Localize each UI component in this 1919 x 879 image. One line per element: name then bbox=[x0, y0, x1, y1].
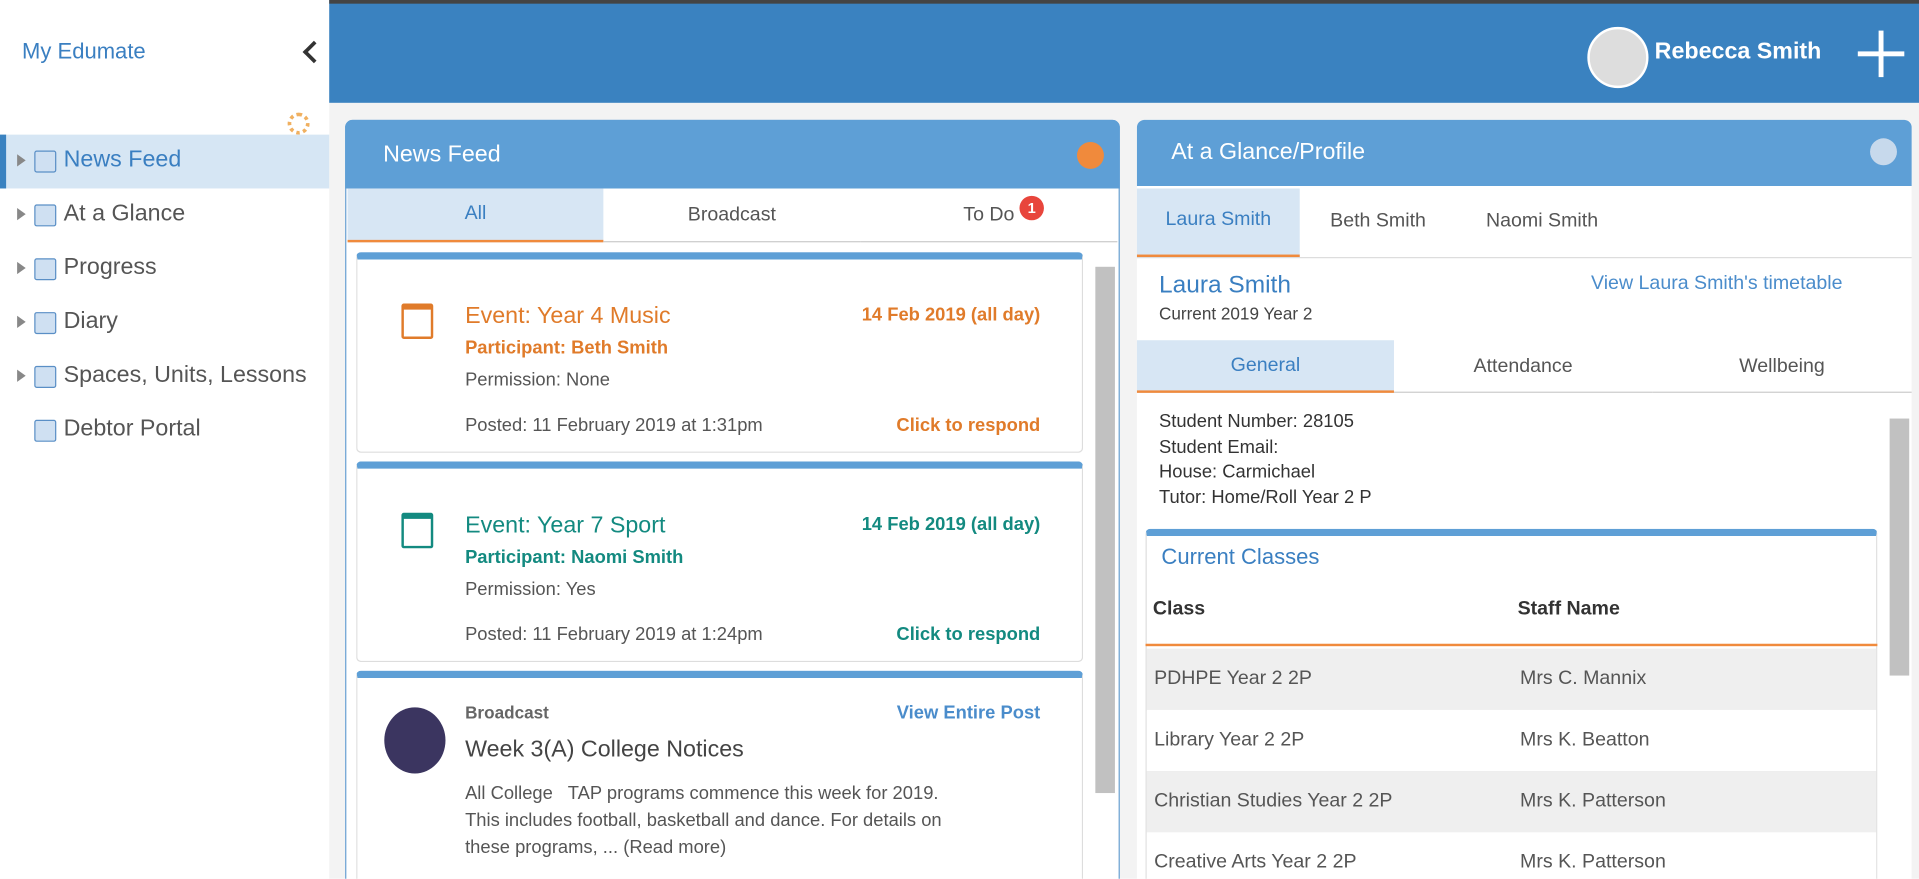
tab[interactable]: Broadcast bbox=[603, 188, 861, 243]
menu-label[interactable]: News Feed bbox=[63, 146, 182, 173]
menu-item[interactable]: At a Glance bbox=[0, 188, 329, 242]
status-dot[interactable] bbox=[1870, 138, 1897, 166]
detail-line: Student Number: 28105 bbox=[1158, 411, 1354, 433]
scrollbar[interactable] bbox=[1889, 418, 1910, 676]
tab[interactable]: To Do bbox=[860, 188, 1118, 243]
event-card: Event: Year 4 Music 14 Feb 2019 (all day)… bbox=[356, 252, 1084, 453]
menu-label[interactable]: Diary bbox=[63, 308, 118, 335]
menu-icon bbox=[34, 258, 57, 281]
detail-line: Tutor: Home/Roll Year 2 P bbox=[1158, 486, 1372, 508]
expand-icon[interactable] bbox=[17, 154, 26, 167]
post-body: All College TAP programs commence this w… bbox=[465, 783, 947, 858]
class-row: Christian Studies Year 2 2P Mrs K. Patter… bbox=[1146, 771, 1877, 834]
menu-item[interactable]: Diary bbox=[0, 296, 329, 350]
view-link[interactable]: View Entire Post bbox=[896, 702, 1041, 724]
column-header: Staff Name bbox=[1517, 598, 1620, 620]
header bbox=[329, 0, 1919, 103]
post-type: Broadcast bbox=[465, 702, 549, 723]
class-cell: Mrs C. Mannix bbox=[1520, 668, 1647, 690]
menu-item[interactable]: News Feed bbox=[0, 134, 330, 189]
posted: Posted: 11 February 2019 at 1:24pm bbox=[465, 624, 763, 645]
menu-item[interactable]: Spaces, Units, Lessons bbox=[0, 350, 329, 404]
class-cell: Mrs K. Patterson bbox=[1520, 851, 1666, 873]
author-photo bbox=[384, 707, 446, 774]
detail-line: Student Email: bbox=[1158, 436, 1279, 458]
tab[interactable]: All bbox=[347, 188, 604, 243]
scrollbar[interactable] bbox=[1095, 266, 1115, 794]
avatar[interactable] bbox=[1587, 26, 1649, 89]
news-title: News Feed bbox=[383, 141, 501, 168]
event-title: Event: Year 7 Sport bbox=[465, 512, 666, 539]
subtab[interactable]: Attendance bbox=[1393, 340, 1653, 393]
header-rule bbox=[1145, 643, 1878, 647]
glance-header bbox=[1136, 119, 1912, 187]
menu-icon bbox=[34, 150, 57, 173]
glance-title: At a Glance/Profile bbox=[1171, 139, 1366, 166]
badge: 1 bbox=[1019, 195, 1044, 221]
menu-icon bbox=[34, 204, 57, 227]
menu-label[interactable]: Spaces, Units, Lessons bbox=[63, 362, 307, 388]
sidebar-title[interactable]: My Edumate bbox=[22, 39, 146, 64]
student-year: Current 2019 Year 2 bbox=[1158, 303, 1313, 324]
timetable-link[interactable]: View Laura Smith's timetable bbox=[1591, 272, 1843, 294]
expand-icon[interactable] bbox=[17, 315, 26, 328]
subtab[interactable]: Wellbeing bbox=[1652, 340, 1912, 393]
class-row: PDHPE Year 2 2P Mrs C. Mannix bbox=[1146, 648, 1877, 712]
class-cell: PDHPE Year 2 2P bbox=[1154, 668, 1312, 690]
menu-icon bbox=[34, 365, 57, 388]
divider bbox=[1136, 257, 1912, 259]
calendar-icon bbox=[401, 512, 434, 549]
event-card: Event: Year 7 Sport 14 Feb 2019 (all day)… bbox=[356, 461, 1084, 663]
event-title: Event: Year 4 Music bbox=[465, 303, 671, 330]
class-cell: Creative Arts Year 2 2P bbox=[1154, 851, 1357, 873]
post-title: Week 3(A) College Notices bbox=[465, 736, 744, 763]
event-date: 14 Feb 2019 (all day) bbox=[861, 304, 1041, 326]
respond-link[interactable]: Click to respond bbox=[896, 624, 1041, 645]
menu-item[interactable]: Progress bbox=[0, 242, 329, 296]
permission: Permission: Yes bbox=[465, 578, 596, 600]
broadcast-card: Broadcast View Entire Post Week 3(A) Col… bbox=[356, 670, 1084, 879]
class-cell: Mrs K. Beatton bbox=[1520, 729, 1650, 751]
student-tab[interactable]: Naomi Smith bbox=[1486, 210, 1599, 232]
menu-label[interactable]: Progress bbox=[63, 254, 157, 281]
event-date: 14 Feb 2019 (all day) bbox=[861, 514, 1041, 535]
status-dot[interactable] bbox=[1076, 141, 1104, 169]
student-name: Laura Smith bbox=[1158, 271, 1291, 299]
calendar-icon bbox=[401, 303, 434, 340]
details: Student Number: 28105 Student Email: House… bbox=[1159, 410, 1372, 510]
participant: Participant: Beth Smith bbox=[465, 337, 669, 359]
class-cell: Mrs K. Patterson bbox=[1520, 790, 1666, 812]
permission: Permission: None bbox=[465, 369, 610, 391]
column-header: Class bbox=[1152, 598, 1206, 620]
participant: Participant: Naomi Smith bbox=[465, 547, 684, 568]
user-name[interactable]: Rebecca Smith bbox=[1654, 39, 1822, 65]
respond-link[interactable]: Click to respond bbox=[896, 414, 1041, 436]
menu-label[interactable]: At a Glance bbox=[63, 200, 186, 227]
posted: Posted: 11 February 2019 at 1:31pm bbox=[465, 414, 763, 436]
class-row: Creative Arts Year 2 2P Mrs K. Patterson bbox=[1146, 832, 1877, 879]
menu-label[interactable]: Debtor Portal bbox=[63, 416, 201, 442]
detail-line: House: Carmichael bbox=[1158, 461, 1316, 483]
classes-title: Current Classes bbox=[1161, 544, 1320, 570]
menu-item[interactable]: Debtor Portal bbox=[0, 404, 329, 458]
class-cell: Library Year 2 2P bbox=[1154, 729, 1305, 751]
class-row: Library Year 2 2P Mrs K. Beatton bbox=[1146, 709, 1877, 773]
subtab[interactable]: General bbox=[1136, 340, 1394, 393]
student-tab[interactable]: Beth Smith bbox=[1330, 210, 1426, 232]
menu-icon bbox=[34, 312, 57, 335]
expand-icon[interactable] bbox=[17, 369, 26, 382]
add-icon[interactable] bbox=[1878, 30, 1884, 78]
news-header bbox=[345, 119, 1120, 189]
expand-icon[interactable] bbox=[17, 208, 26, 221]
settings-icon[interactable] bbox=[287, 112, 310, 135]
student-tab[interactable]: Laura Smith bbox=[1136, 188, 1300, 258]
class-cell: Christian Studies Year 2 2P bbox=[1154, 790, 1393, 812]
menu-icon bbox=[34, 419, 57, 442]
expand-icon[interactable] bbox=[17, 261, 26, 275]
